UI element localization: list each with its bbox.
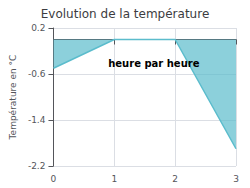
svg-text:Température en °C: Température en °C (8, 55, 18, 141)
svg-text:-2.2: -2.2 (28, 161, 46, 171)
svg-text:3: 3 (233, 174, 239, 184)
svg-text:-1.4: -1.4 (28, 115, 46, 125)
svg-text:heure par heure: heure par heure (108, 58, 199, 69)
svg-text:0.2: 0.2 (31, 23, 45, 33)
svg-text:0: 0 (51, 174, 57, 184)
svg-text:1: 1 (111, 174, 117, 184)
svg-text:2: 2 (172, 174, 178, 184)
svg-text:Evolution de la température: Evolution de la température (41, 7, 210, 21)
svg-text:-0.6: -0.6 (28, 69, 46, 79)
